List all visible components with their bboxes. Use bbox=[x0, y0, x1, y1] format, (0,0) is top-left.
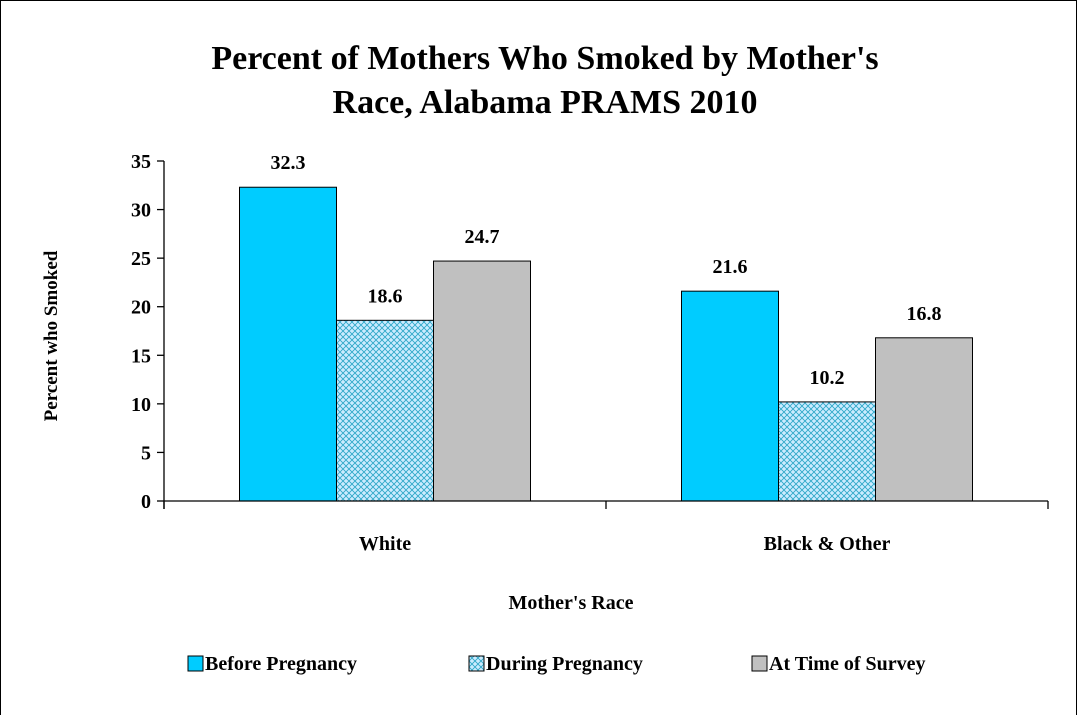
data-label-white-during-pregnancy: 18.6 bbox=[368, 285, 403, 307]
data-labels-group: 32.3 18.6 24.7 21.6 10.2 16.8 bbox=[271, 152, 942, 389]
bar-black-other-during-pregnancy bbox=[778, 401, 876, 502]
legend-swatch-during-pregnancy bbox=[468, 655, 485, 672]
legend-swatch-at-time-of-survey bbox=[751, 655, 768, 672]
y-tick-label-20: 20 bbox=[131, 297, 151, 319]
legend-swatch-before-pregnancy bbox=[187, 655, 204, 672]
legend-label-during-pregnancy: During Pregnancy bbox=[486, 653, 643, 675]
bar-black-other-at-time-of-survey bbox=[875, 337, 973, 502]
data-label-white-at-time-of-survey: 24.7 bbox=[465, 226, 500, 248]
data-label-black-other-before-pregnancy: 21.6 bbox=[713, 256, 748, 278]
y-axis-label: Percent who Smoked bbox=[41, 250, 62, 421]
y-tick-label-30: 30 bbox=[131, 200, 151, 222]
bar-white-during-pregnancy bbox=[336, 319, 434, 502]
bar-black-other-before-pregnancy bbox=[681, 290, 779, 502]
y-tick-label-0: 0 bbox=[141, 491, 151, 513]
chart-title-line-2: Race, Alabama PRAMS 2010 bbox=[333, 84, 758, 121]
y-tick-label-25: 25 bbox=[131, 248, 151, 270]
y-tick-label-5: 5 bbox=[141, 442, 151, 464]
data-label-black-other-during-pregnancy: 10.2 bbox=[810, 367, 845, 389]
axes-group: White Black & Other 0 5 10 15 20 25 30 35 bbox=[131, 151, 1049, 555]
x-tick-label-black-other: Black & Other bbox=[764, 533, 891, 555]
legend-label-before-pregnancy: Before Pregnancy bbox=[205, 653, 357, 675]
data-label-white-before-pregnancy: 32.3 bbox=[271, 152, 306, 174]
legend: Before Pregnancy During Pregnancy At Time … bbox=[187, 653, 925, 675]
bars-group bbox=[239, 186, 973, 502]
x-tick-label-white: White bbox=[359, 533, 411, 555]
y-tick-label-15: 15 bbox=[131, 345, 151, 367]
data-label-black-other-at-time-of-survey: 16.8 bbox=[907, 303, 942, 325]
y-tick-label-10: 10 bbox=[131, 394, 151, 416]
bar-white-before-pregnancy bbox=[239, 186, 337, 502]
y-tick-label-35: 35 bbox=[131, 151, 151, 173]
x-axis-label: Mother's Race bbox=[509, 592, 634, 614]
legend-label-at-time-of-survey: At Time of Survey bbox=[769, 653, 925, 675]
chart-title-line-1: Percent of Mothers Who Smoked by Mother'… bbox=[211, 40, 878, 77]
bar-white-at-time-of-survey bbox=[433, 260, 531, 502]
